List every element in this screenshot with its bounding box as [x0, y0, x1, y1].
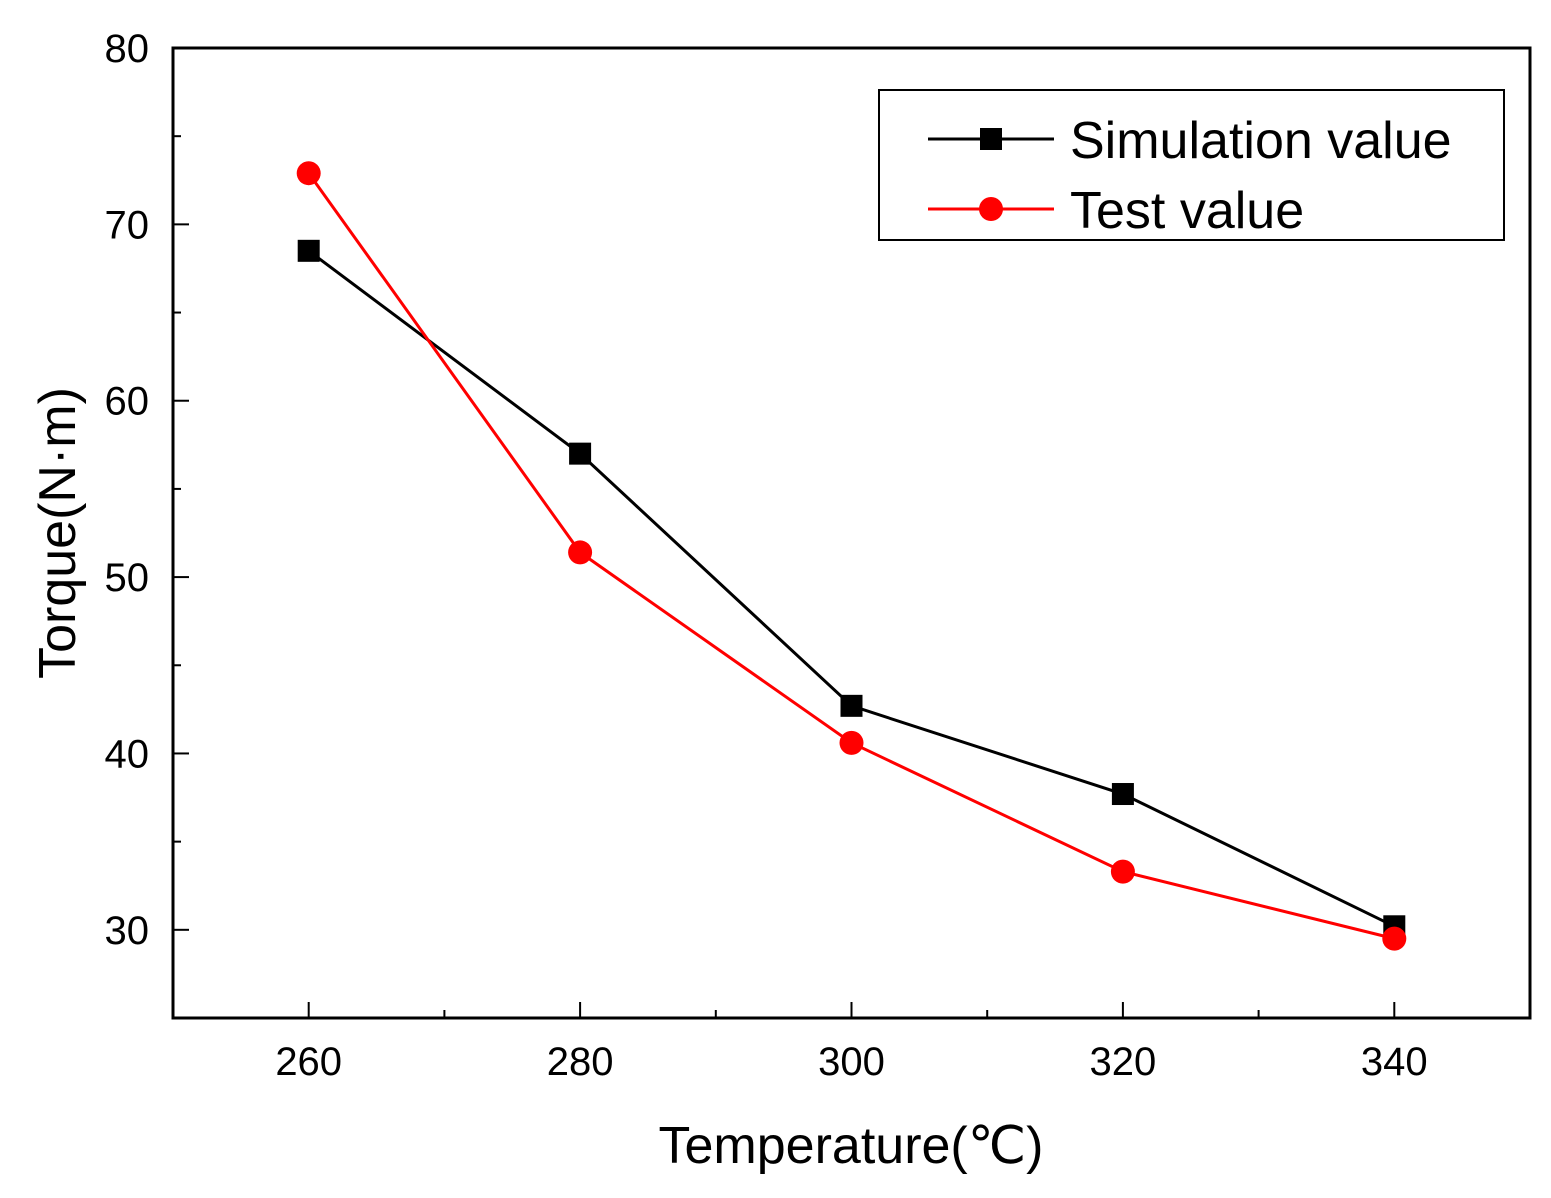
- x-tick-label: 340: [1361, 1040, 1428, 1084]
- legend-test-value-label: Test value: [1070, 182, 1304, 240]
- simulation-value-point: [569, 442, 592, 465]
- axis-ticks: 260 280 300 320 340 30 40 50 60 70 80: [105, 27, 1428, 1084]
- simulation-value-line: [307, 249, 1395, 928]
- test-value-point: [839, 730, 864, 755]
- y-tick-label: 80: [105, 27, 150, 71]
- legend-items: Simulation value Test value: [928, 112, 1452, 240]
- simulation-value-point: [297, 239, 320, 262]
- simulation-value-point: [840, 694, 863, 717]
- test-value-point: [1110, 859, 1135, 884]
- legend-test-value-marker: [979, 197, 1003, 221]
- y-axis-title: Torque(N·m): [29, 387, 87, 679]
- x-tick-label: 280: [547, 1040, 614, 1084]
- legend: Simulation value Test value: [878, 89, 1505, 241]
- test-value-line: [307, 172, 1395, 941]
- y-tick-label: 50: [105, 556, 150, 600]
- x-tick-label: 300: [818, 1040, 885, 1084]
- data-series: [296, 161, 1407, 951]
- test-value-point: [568, 540, 593, 565]
- y-tick-label: 70: [105, 203, 150, 247]
- y-tick-label: 40: [105, 732, 150, 776]
- simulation-value-point: [1111, 783, 1134, 806]
- legend-simulation-value-marker: [980, 128, 1002, 150]
- test-value-point: [296, 161, 321, 186]
- y-tick-label: 30: [105, 909, 150, 953]
- legend-simulation-value-label: Simulation value: [1070, 112, 1452, 170]
- x-tick-label: 260: [275, 1040, 342, 1084]
- x-axis-title: Temperature(℃): [659, 1117, 1044, 1175]
- y-tick-label: 60: [105, 380, 150, 424]
- test-value-point: [1382, 926, 1407, 951]
- x-tick-label: 320: [1090, 1040, 1157, 1084]
